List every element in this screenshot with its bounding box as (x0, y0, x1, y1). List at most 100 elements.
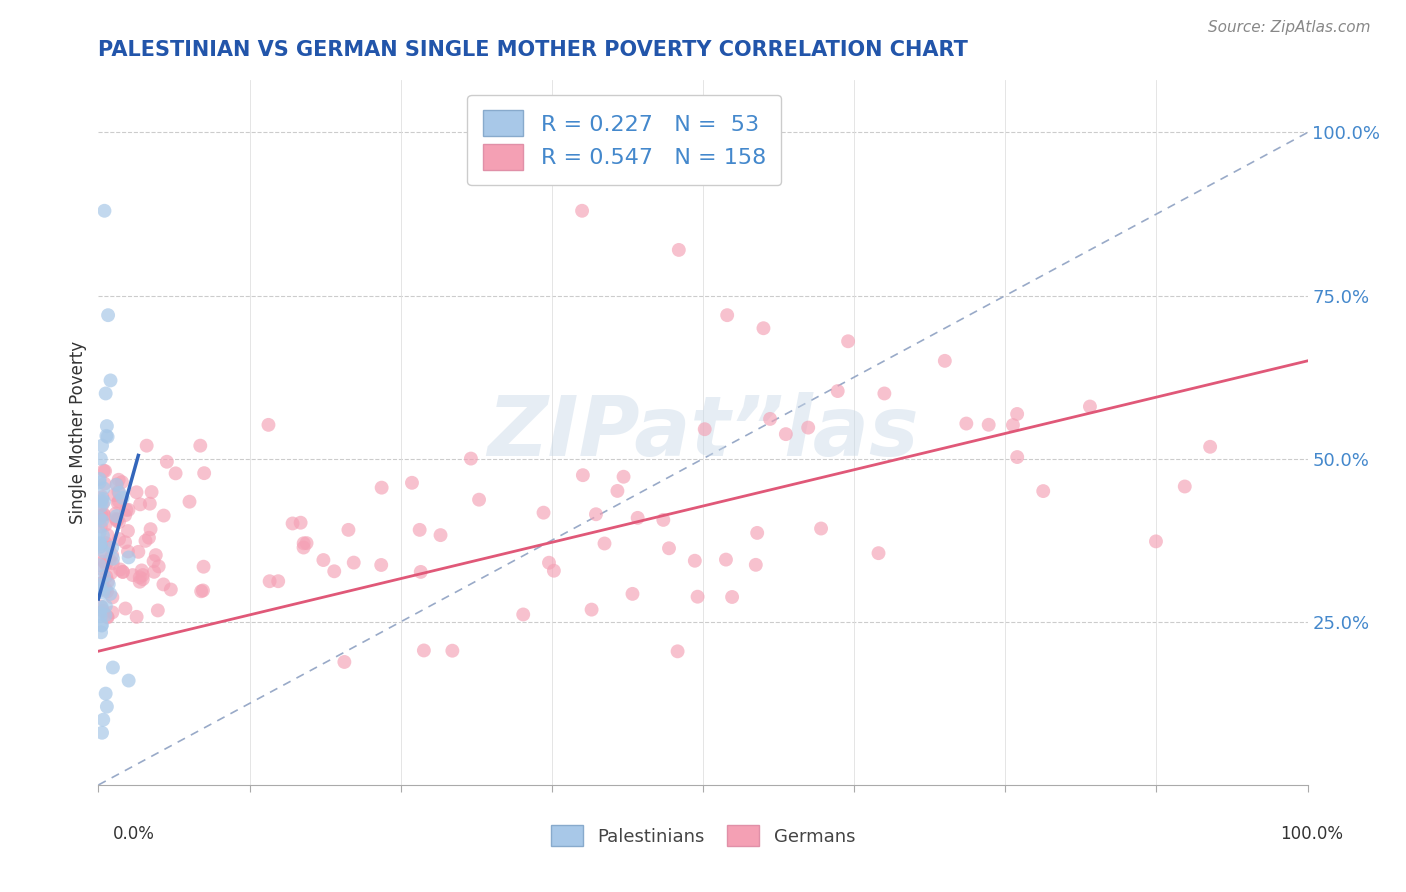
Point (721, 590, 744, 604)
Point (129, 497, 152, 511)
Point (468, 492, 491, 507)
Point (683, 554, 706, 568)
Point (91, 439, 114, 453)
Point (96, 419, 118, 434)
Point (90, 576, 112, 591)
Point (94, 687, 117, 701)
Point (146, 603, 169, 617)
Point (90, 562, 112, 576)
Point (128, 574, 150, 589)
Point (94, 557, 117, 571)
Point (193, 559, 215, 574)
Point (98, 541, 121, 555)
Point (104, 512, 127, 526)
Point (873, 386, 896, 401)
Point (290, 516, 312, 530)
Point (91, 713, 114, 727)
Point (90, 499, 112, 513)
Point (658, 541, 681, 556)
Point (91, 491, 114, 506)
Point (93, 476, 115, 491)
Point (96, 429, 118, 443)
Point (1174, 479, 1197, 493)
Point (111, 491, 134, 505)
Point (193, 466, 215, 480)
Point (581, 602, 603, 616)
Point (1001, 418, 1024, 433)
Point (1005, 450, 1028, 464)
Point (429, 528, 451, 542)
Point (114, 601, 136, 615)
Point (606, 483, 628, 498)
Point (94, 386, 117, 401)
Point (1032, 484, 1054, 499)
Point (745, 558, 768, 572)
Point (409, 565, 432, 579)
Point (401, 475, 423, 490)
Point (810, 522, 832, 536)
Point (115, 503, 138, 517)
Point (91, 528, 114, 542)
Point (117, 503, 139, 517)
Point (94, 517, 117, 532)
Point (97, 577, 120, 591)
Point (89, 472, 111, 486)
Point (101, 541, 124, 555)
Point (955, 417, 977, 431)
Point (533, 506, 555, 520)
Point (441, 643, 464, 657)
Point (179, 494, 201, 508)
Point (93, 508, 115, 523)
Point (96, 609, 118, 624)
Point (141, 485, 163, 500)
Point (93, 203, 115, 218)
Point (668, 243, 690, 257)
Point (107, 484, 129, 499)
Point (93, 569, 115, 583)
Point (139, 497, 162, 511)
Point (97, 610, 120, 624)
Point (101, 591, 124, 605)
Point (571, 203, 593, 218)
Point (621, 587, 644, 601)
Point (89, 475, 111, 490)
Point (101, 606, 124, 620)
Point (97, 308, 120, 322)
Point (139, 522, 162, 536)
Point (292, 541, 315, 555)
Point (543, 564, 565, 578)
Point (159, 582, 181, 597)
Point (90, 625, 112, 640)
Point (93, 464, 115, 478)
Text: ZIPatˮlas: ZIPatˮlas (488, 392, 918, 473)
Point (89, 540, 111, 554)
Point (94, 582, 117, 596)
Point (512, 607, 534, 622)
Point (93, 494, 115, 508)
Point (114, 508, 136, 523)
Point (188, 439, 211, 453)
Point (91, 585, 114, 599)
Point (91, 497, 114, 511)
Text: PALESTINIAN VS GERMAN SINGLE MOTHER POVERTY CORRELATION CHART: PALESTINIAN VS GERMAN SINGLE MOTHER POVE… (98, 40, 969, 60)
Point (101, 660, 124, 674)
Point (89, 536, 111, 550)
Point (103, 488, 125, 502)
Point (96, 699, 118, 714)
Point (89, 606, 111, 620)
Point (94, 464, 117, 478)
Legend: Palestinians, Germans: Palestinians, Germans (544, 818, 862, 854)
Point (145, 548, 167, 562)
Point (152, 508, 174, 523)
Point (593, 536, 616, 550)
Point (91, 725, 114, 739)
Point (90, 539, 112, 553)
Point (111, 475, 134, 489)
Point (118, 550, 141, 565)
Point (292, 536, 315, 550)
Point (295, 536, 318, 550)
Point (98, 587, 121, 601)
Point (114, 535, 136, 549)
Point (132, 572, 155, 586)
Point (117, 524, 139, 538)
